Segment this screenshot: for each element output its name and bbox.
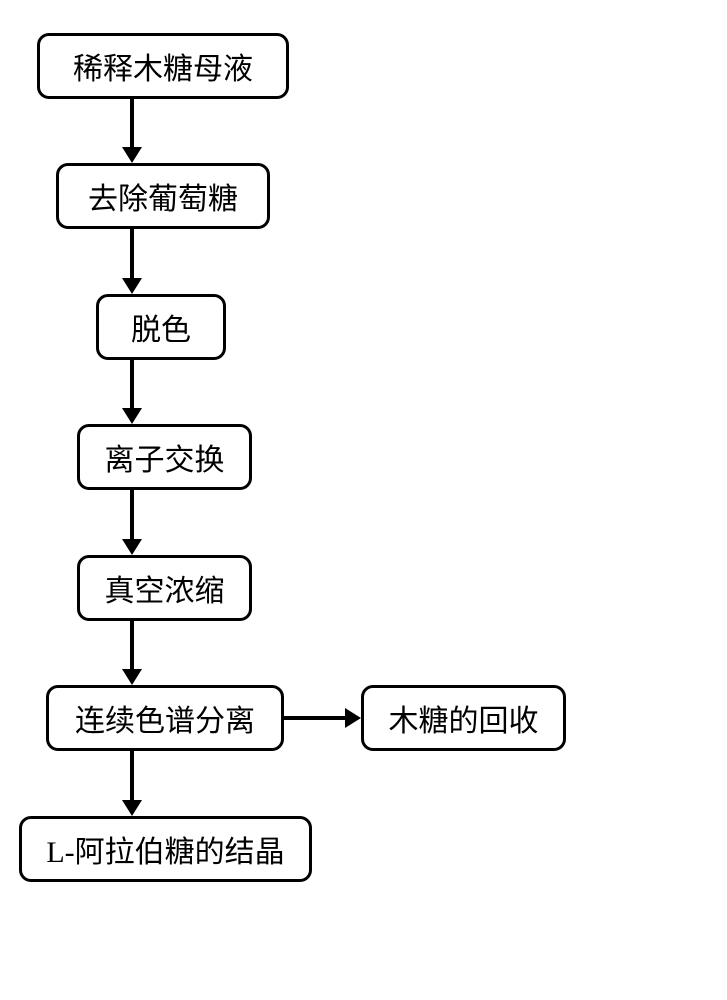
- node-dilute-xylose: 稀释木糖母液: [37, 33, 289, 99]
- node-label: 去除葡萄糖: [88, 174, 238, 218]
- arrow-line: [130, 360, 134, 409]
- arrow-line: [284, 716, 346, 720]
- node-label: 木糖的回收: [389, 696, 539, 740]
- node-label: 脱色: [131, 305, 191, 349]
- node-xylose-recovery: 木糖的回收: [361, 685, 566, 751]
- arrow-head-icon: [122, 539, 142, 555]
- arrow-line: [130, 490, 134, 540]
- node-ion-exchange: 离子交换: [77, 424, 252, 490]
- arrow-head-icon: [122, 669, 142, 685]
- arrow-head-icon: [345, 708, 361, 728]
- node-label: 连续色谱分离: [75, 696, 255, 740]
- arrow-line: [130, 621, 134, 670]
- node-arabinose-crystal: L-阿拉伯糖的结晶: [19, 816, 312, 882]
- arrow-head-icon: [122, 278, 142, 294]
- node-label: L-阿拉伯糖的结晶: [46, 827, 284, 871]
- arrow-head-icon: [122, 800, 142, 816]
- node-vacuum-concentrate: 真空浓缩: [77, 555, 252, 621]
- arrow-head-icon: [122, 147, 142, 163]
- node-decolorize: 脱色: [96, 294, 226, 360]
- node-label: 真空浓缩: [105, 566, 225, 610]
- node-label: 稀释木糖母液: [73, 44, 253, 88]
- node-chromatography: 连续色谱分离: [46, 685, 284, 751]
- arrow-line: [130, 751, 134, 801]
- arrow-head-icon: [122, 408, 142, 424]
- arrow-line: [130, 99, 134, 148]
- node-label: 离子交换: [105, 435, 225, 479]
- node-remove-glucose: 去除葡萄糖: [56, 163, 270, 229]
- arrow-line: [130, 229, 134, 279]
